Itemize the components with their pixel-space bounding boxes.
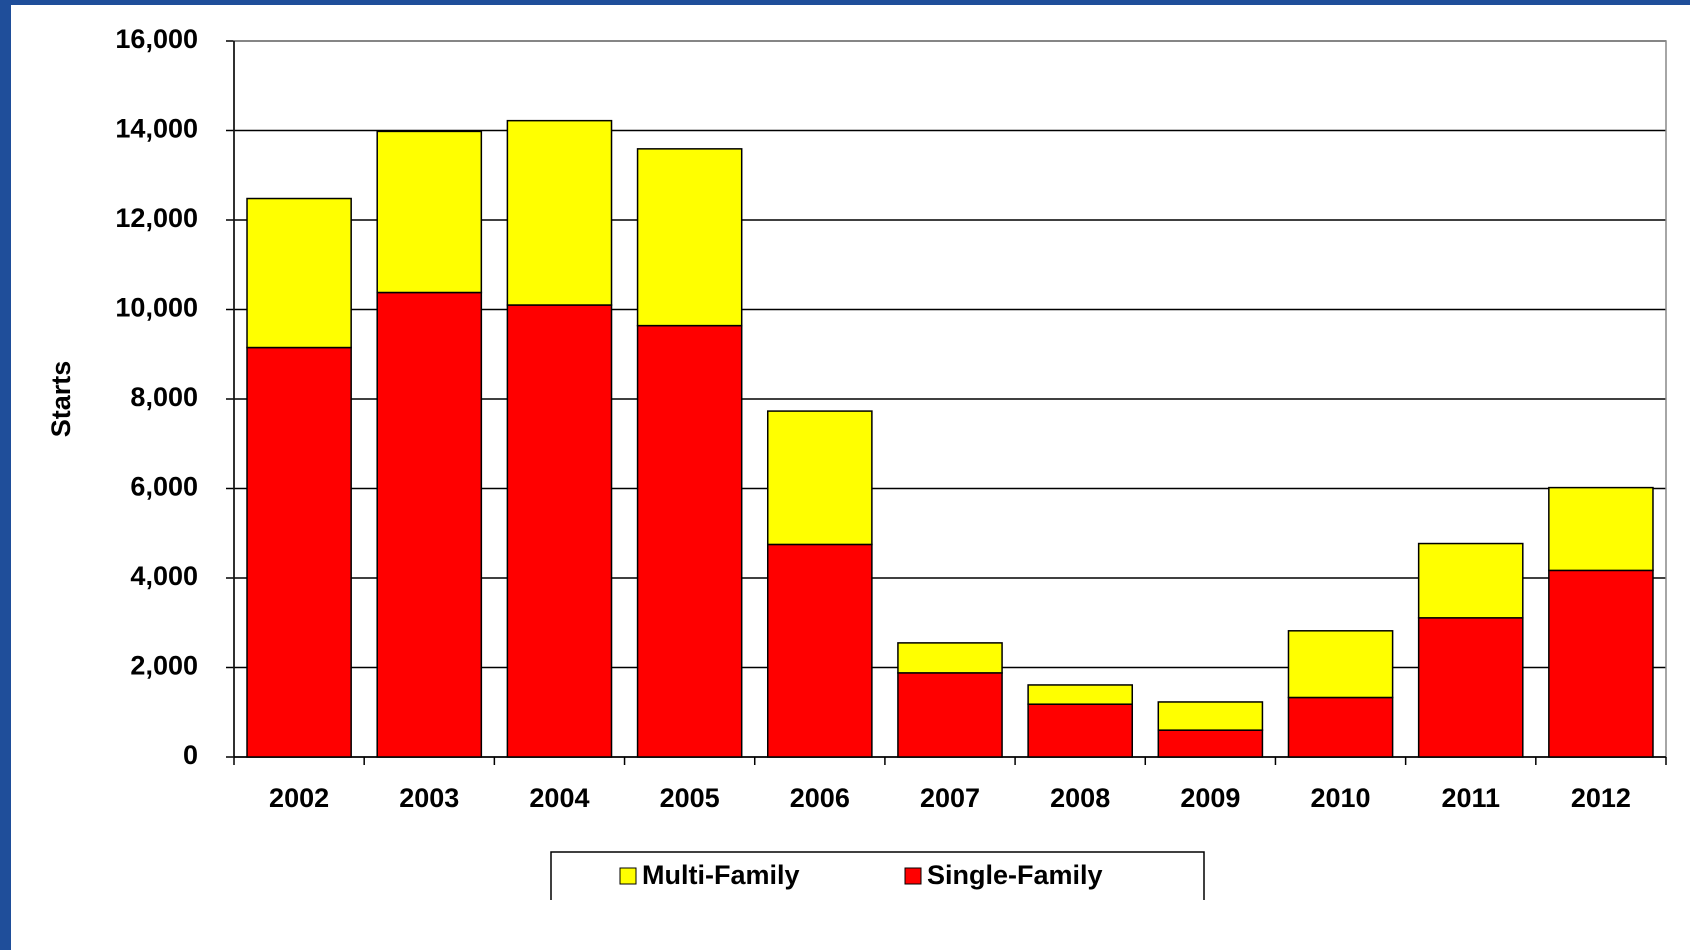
x-tick-label: 2002 (269, 783, 329, 813)
y-axis-label: Starts (46, 361, 76, 438)
legend-box (550, 851, 1205, 900)
x-tick-label: 2011 (1441, 783, 1500, 813)
legend-swatch (904, 867, 922, 885)
bar (1417, 617, 1524, 758)
y-tick-label: 0 (183, 740, 198, 770)
bar (506, 304, 613, 758)
bar (636, 324, 743, 758)
bar (636, 148, 743, 327)
bar (766, 543, 873, 758)
y-tick-label: 14,000 (115, 114, 198, 144)
bar (1027, 703, 1134, 758)
legend-label: Multi-Family (642, 860, 800, 890)
bar (246, 346, 352, 758)
y-tick-label: 12,000 (115, 203, 198, 233)
x-tick-label: 2012 (1571, 783, 1631, 813)
x-tick-label: 2005 (660, 783, 720, 813)
x-tick-label: 2003 (399, 783, 459, 813)
y-tick-label: 2,000 (130, 651, 198, 681)
bar (897, 672, 1003, 758)
bar (376, 130, 483, 294)
x-tick-label: 2010 (1311, 783, 1371, 813)
bar (1548, 486, 1654, 572)
y-tick-label: 10,000 (115, 293, 198, 323)
bar (1157, 729, 1264, 758)
x-tick-label: 2004 (529, 783, 589, 813)
bar (766, 410, 873, 546)
y-tick-label: 4,000 (130, 561, 198, 591)
bar (1287, 630, 1394, 699)
bar (506, 119, 613, 306)
y-tick-label: 8,000 (130, 382, 198, 412)
y-tick-label: 16,000 (115, 24, 198, 54)
x-tick-label: 2006 (790, 783, 850, 813)
bar (376, 291, 483, 758)
bar (1027, 684, 1134, 705)
bar (897, 642, 1003, 674)
y-tick-label: 6,000 (130, 472, 198, 502)
x-tick-label: 2008 (1050, 783, 1110, 813)
bar (1417, 542, 1524, 619)
bar (1287, 696, 1394, 758)
bar (1157, 701, 1264, 731)
legend-swatch (619, 867, 637, 885)
x-tick-label: 2009 (1180, 783, 1240, 813)
bar (1548, 569, 1654, 758)
x-tick-label: 2007 (920, 783, 980, 813)
legend-label: Single-Family (927, 860, 1103, 890)
bar (246, 197, 352, 349)
